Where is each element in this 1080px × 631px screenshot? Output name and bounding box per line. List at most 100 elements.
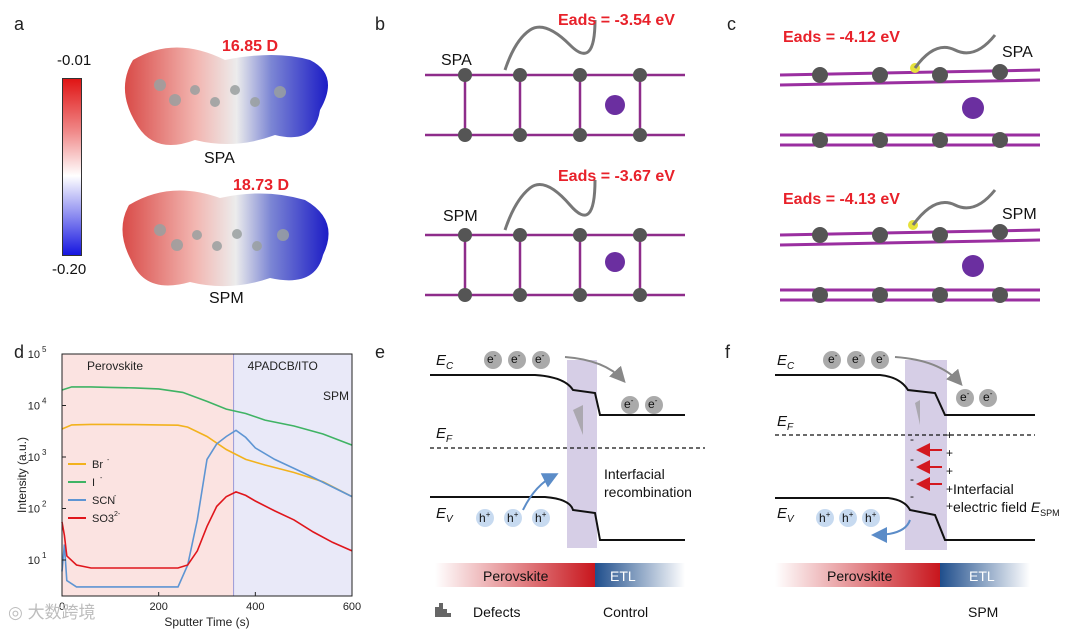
defect-states xyxy=(573,405,583,435)
lattice-top-b xyxy=(425,73,685,137)
defects-legend-icon xyxy=(435,603,451,617)
annotation-e: Interfacial recombination xyxy=(604,466,692,500)
y-tick-exponent-4: 5 xyxy=(42,345,47,354)
spa-name-b: SPA xyxy=(441,52,472,69)
watermark-icon: ◎ xyxy=(8,603,28,622)
lattice-bottom-b xyxy=(425,233,685,297)
electrons-group xyxy=(484,351,663,414)
spm-name-b: SPM xyxy=(443,208,478,225)
electron-label-e4: e- xyxy=(624,396,634,411)
svg-text:+: + xyxy=(946,428,953,442)
ef-label-e: EF xyxy=(436,425,453,445)
cation-atom-bottom-b xyxy=(605,252,625,272)
ef-label-f: EF xyxy=(777,413,794,433)
spm-name-c: SPM xyxy=(1002,206,1037,223)
electron-label-f3: e- xyxy=(876,351,886,366)
legend-label-2: SCN xyxy=(92,495,115,507)
electron-label-f1: e- xyxy=(828,351,838,366)
spm-dipole-value: 18.73 D xyxy=(233,177,290,194)
y-tick-exponent-3: 4 xyxy=(42,397,47,406)
series-line-3 xyxy=(61,491,353,569)
spm-esp-surface xyxy=(122,190,329,287)
y-tick-label-2: 10 xyxy=(28,452,40,464)
electron-label-f5: e- xyxy=(983,389,993,404)
etl-bar-label-e: ETL xyxy=(610,568,636,584)
caption-control: Control xyxy=(603,604,649,620)
charge-signs: - - - - + + + + + xyxy=(910,428,953,513)
x-axis-label: Sputter Time (s) xyxy=(164,615,249,629)
electrons-group-f xyxy=(823,351,997,407)
colorscale-min-label: -0.20 xyxy=(52,261,87,278)
electron-label-f2: e- xyxy=(852,351,862,366)
spm-name-a: SPM xyxy=(209,290,244,307)
perovskite-bar-label-e: Perovskite xyxy=(483,568,549,584)
panel-label-c: c xyxy=(727,14,736,34)
holes-group xyxy=(476,509,550,527)
svg-text:+: + xyxy=(946,499,953,513)
series-line-2 xyxy=(61,429,353,588)
spa-esp-surface xyxy=(124,47,329,145)
y-tick-label-4: 10 xyxy=(28,349,40,361)
legend-label-3: SO3 xyxy=(92,513,114,525)
legend-label-0: Br xyxy=(92,459,103,471)
electron-transfer-arrow-f xyxy=(894,356,963,387)
svg-text:+: + xyxy=(946,446,953,460)
etl-bar-label-f: ETL xyxy=(969,568,995,584)
y-tick-label-1: 10 xyxy=(28,504,40,516)
pb-atoms-top-b xyxy=(458,68,647,142)
region-label-4padcb: 4PADCB/ITO xyxy=(248,359,318,373)
pb-atoms-top-c xyxy=(812,64,1008,148)
panel-label-b: b xyxy=(375,14,386,34)
region-label-perovskite: Perovskite xyxy=(87,359,143,373)
x-tick-label-3: 600 xyxy=(343,601,361,613)
electron-label-e3: e- xyxy=(535,351,545,366)
series-line-1 xyxy=(61,386,353,446)
region-0 xyxy=(62,354,234,596)
legend-sup-2: - xyxy=(114,493,117,500)
region-note-spm: SPM xyxy=(323,389,349,403)
hole-label-f1: h+ xyxy=(819,510,831,525)
cation-atom-top-c xyxy=(962,97,984,119)
valence-band-line-f xyxy=(775,497,1035,541)
svg-text:-: - xyxy=(910,452,914,466)
spa-name-a: SPA xyxy=(204,150,235,167)
legend-sup-3: 2- xyxy=(114,511,121,518)
x-tick-label-0: 0 xyxy=(59,601,65,613)
hole-label-f2: h+ xyxy=(842,510,854,525)
legend-sup-0: - xyxy=(107,457,110,464)
conduction-band-line-f xyxy=(775,374,1035,416)
molecule-chain-top-b xyxy=(503,19,597,71)
spm-eads-b: Eads = -3.67 eV xyxy=(558,168,675,185)
holes-group-f xyxy=(816,509,880,527)
panel-label-d: d xyxy=(14,342,25,362)
spa-atoms xyxy=(154,79,286,107)
svg-text:+: + xyxy=(946,464,953,478)
y-tick-exponent-0: 1 xyxy=(42,551,47,560)
y-axis-label: Intensity (a.u.) xyxy=(15,437,29,513)
defect-states-f xyxy=(915,400,920,425)
conduction-band-line xyxy=(430,374,685,416)
electron-label-e2: e- xyxy=(511,351,521,366)
field-arrows xyxy=(916,443,942,491)
perovskite-bar-label-f: Perovskite xyxy=(827,568,893,584)
legend-label-1: I xyxy=(92,477,95,489)
y-tick-exponent-2: 3 xyxy=(42,448,47,457)
chart-frame xyxy=(61,353,353,597)
esp-molecule-figure xyxy=(122,47,329,287)
valence-band-line xyxy=(430,496,685,541)
etl-bar xyxy=(595,563,685,587)
watermark: ◎ 大数跨境 xyxy=(8,603,96,622)
x-tick-label-1: 200 xyxy=(149,601,167,613)
perovskite-bar xyxy=(435,563,595,587)
spa-eads-c: Eads = -4.12 eV xyxy=(783,29,900,46)
legend-sup-1: - xyxy=(100,475,103,482)
recombination-arrow xyxy=(522,473,559,511)
hole-reflect-arrow xyxy=(871,519,911,543)
spa-dipole-value: 16.85 D xyxy=(222,38,279,55)
electron-label-e1: e- xyxy=(487,351,497,366)
perovskite-bar-f xyxy=(775,563,940,587)
y-tick-label-0: 10 xyxy=(28,555,40,567)
ec-label-e: EC xyxy=(436,352,454,372)
annotation-f: Interfacial electric field ESPM xyxy=(953,481,1060,518)
